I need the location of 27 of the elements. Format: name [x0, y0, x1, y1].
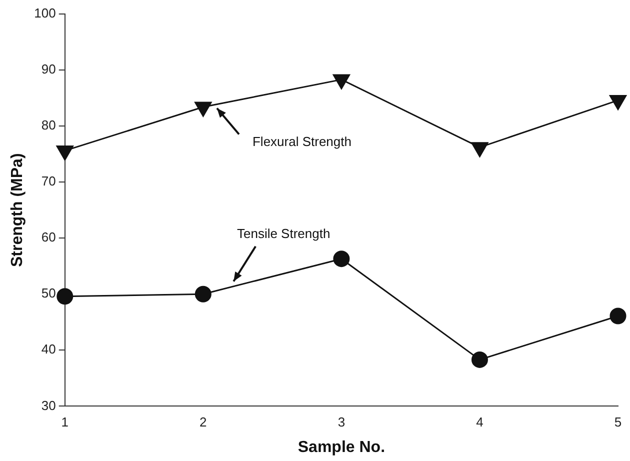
x-tick-label: 3: [338, 414, 346, 430]
point: [471, 142, 488, 158]
y-tick-label: 40: [41, 342, 56, 357]
point: [609, 95, 627, 110]
series-label: Tensile Strength: [236, 226, 330, 241]
point: [56, 145, 74, 160]
y-axis-title: Strength (MPa): [9, 153, 26, 267]
y-tick-label: 100: [34, 6, 56, 21]
point: [471, 351, 488, 368]
point: [610, 308, 626, 324]
point: [194, 286, 212, 302]
y-tick-label: 50: [41, 286, 56, 301]
point: [333, 250, 350, 268]
point: [194, 102, 212, 117]
y-tick-label: 70: [41, 174, 56, 189]
y-tick-label: 90: [41, 62, 56, 77]
x-tick-label: 4: [476, 414, 484, 430]
y-tick-label: 30: [41, 398, 56, 413]
text: Flexural Strength: [252, 134, 352, 149]
x-tick-label: 2: [200, 414, 207, 430]
x-tick-label: 5: [614, 414, 622, 430]
y-tick-label: 60: [41, 230, 56, 245]
x-tick-label: 1: [61, 414, 69, 430]
point: [56, 288, 74, 305]
x-axis-title: Sample No.: [298, 438, 386, 456]
y-tick-label: 80: [41, 118, 56, 133]
point: [332, 74, 350, 90]
